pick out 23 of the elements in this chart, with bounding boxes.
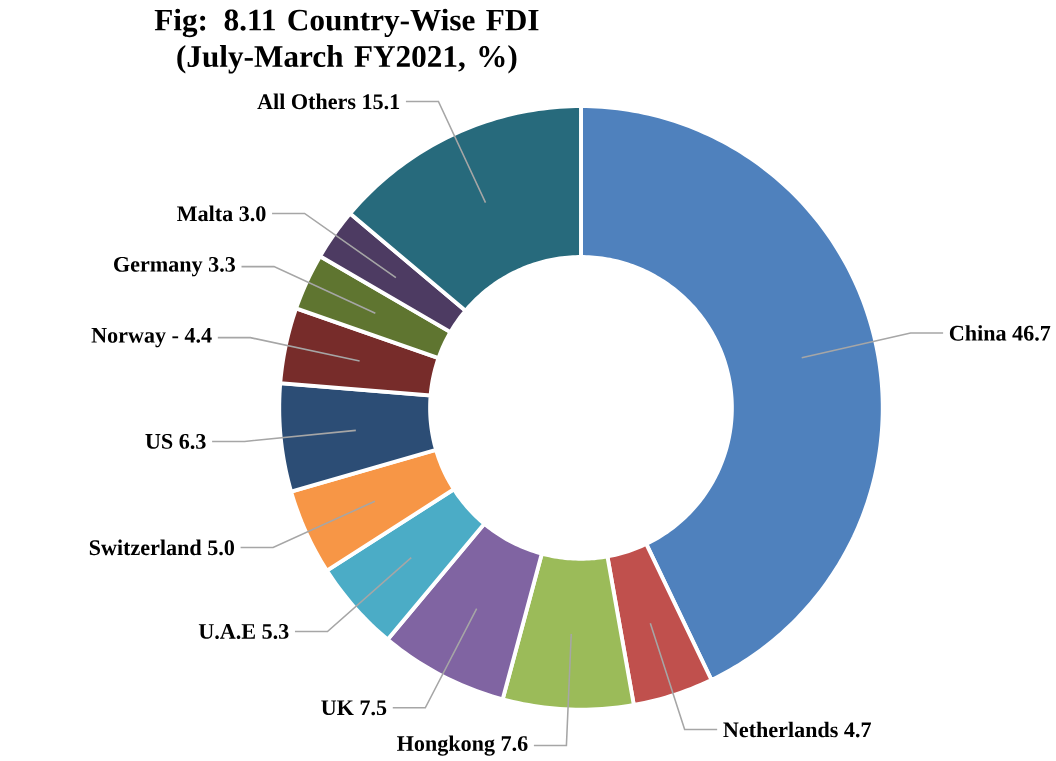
data-label: 5.3 <box>262 624 289 640</box>
data-label: 3.0 <box>239 206 266 222</box>
slice-label: US <box>145 434 173 449</box>
data-label: 4.4 <box>184 328 212 343</box>
slice-label: Norway - <box>91 328 179 348</box>
slice-label: Germany <box>114 256 203 277</box>
slice-label: U.A.E <box>198 624 255 640</box>
data-label: 4.7 <box>844 722 871 738</box>
chart-title: Fig: 8.11 Country-Wise FDI (July-March FY2021, %) <box>154 8 539 74</box>
slice-label: Hongkong <box>397 735 495 756</box>
slice-label: Switzerland <box>89 539 202 556</box>
data-label: 7.5 <box>360 700 387 716</box>
data-label: 15.1 <box>363 94 400 110</box>
slice-label: China <box>949 325 1007 341</box>
slice-label: Malta <box>177 205 233 222</box>
data-label: 5.0 <box>208 540 235 556</box>
data-label: 46.7 <box>1012 325 1051 341</box>
data-label: 6.3 <box>179 434 206 449</box>
data-label: 7.6 <box>501 736 528 752</box>
slice-label: Netherlands <box>723 721 838 738</box>
slice-label: All Others <box>257 93 356 110</box>
slice-label: UK <box>321 700 354 716</box>
data-label: 3.3 <box>208 256 236 272</box>
